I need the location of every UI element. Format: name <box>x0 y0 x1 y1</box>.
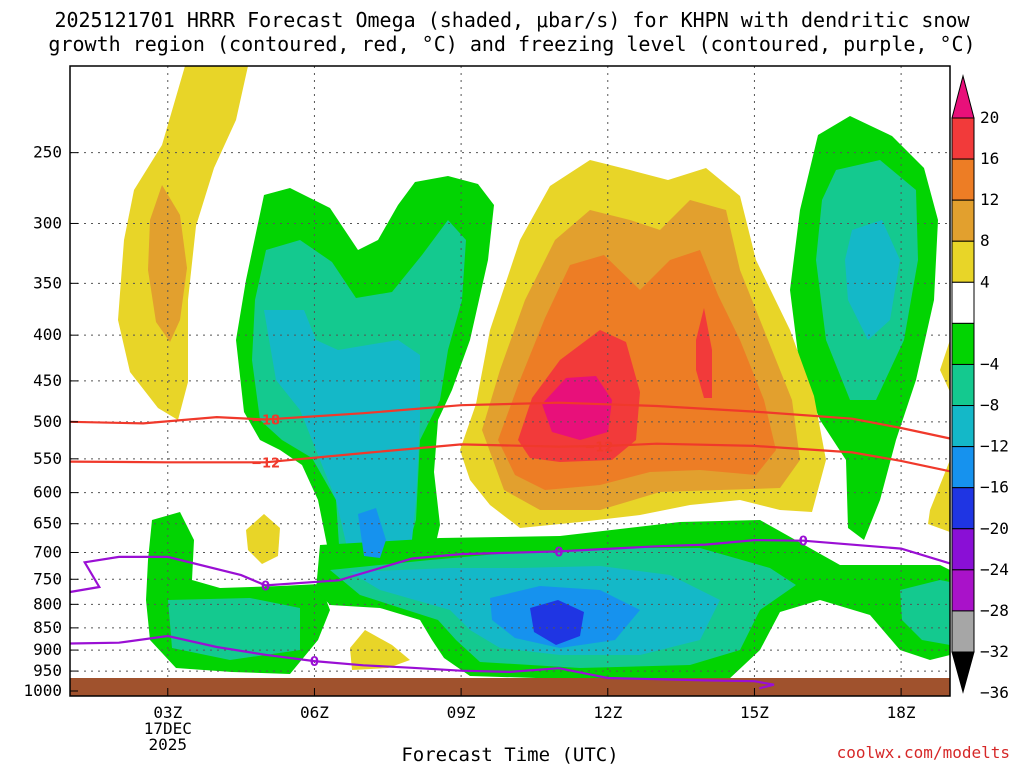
colorbar-label: 16 <box>980 149 999 168</box>
x-tick-label: 17DEC <box>144 719 192 738</box>
colorbar-bin <box>951 240 975 283</box>
contour-line <box>69 442 951 473</box>
ground-surface-bar <box>70 678 950 696</box>
omega-region-teal-lower-right <box>900 580 950 645</box>
omega-region-yellow-blob-right-upper <box>940 340 950 392</box>
y-tick-label: 600 <box>33 483 62 502</box>
colorbar-bin <box>951 117 975 160</box>
contour-line <box>69 538 951 594</box>
y-tick-label: 900 <box>33 640 62 659</box>
site-credit: coolwx.com/modelts <box>836 743 1010 762</box>
y-tick-label: 1000 <box>23 681 62 700</box>
contour-label: 0 <box>261 579 270 594</box>
omega-colorbar: 20 16 12 8 4 −4 −8 −12 −16 −20 −24 −28 −32 −36 <box>951 74 1009 702</box>
colorbar-arrow-bottom <box>951 651 975 694</box>
x-tick-label: 06Z <box>300 703 329 722</box>
contour-line <box>69 401 951 440</box>
x-tick-label: 09Z <box>447 703 476 722</box>
chart-title-line-1: 2025121701 HRRR Forecast Omega (shaded, … <box>54 8 970 32</box>
omega-region-blue-small-left <box>358 508 386 558</box>
temperature-contours: −18 −12 −12 0 0 0 0 <box>69 401 951 690</box>
contour-label: −12 <box>251 456 280 471</box>
colorbar-label: −20 <box>980 519 1009 538</box>
colorbar-label: −8 <box>980 396 999 415</box>
contour-label: 0 <box>554 545 563 560</box>
colorbar-bin <box>951 158 975 201</box>
colorbar-arrow-top <box>951 74 975 119</box>
omega-region-red-right-streak <box>696 308 712 398</box>
shaded-omega-field <box>118 66 950 680</box>
y-tick-label: 700 <box>33 542 62 561</box>
y-tick-label: 450 <box>33 371 62 390</box>
colorbar-bin <box>951 446 975 489</box>
y-tick-label: 950 <box>33 661 62 680</box>
x-tick-label: 2025 <box>149 735 188 754</box>
colorbar-label: 12 <box>980 190 999 209</box>
colorbar-bin <box>951 528 975 571</box>
y-tick-label: 550 <box>33 449 62 468</box>
colorbar-label: −12 <box>980 437 1009 456</box>
colorbar-label: −16 <box>980 478 1009 497</box>
y-axis-ticks: 250 300 350 400 450 500 550 600 650 700 750 800 850 9… <box>23 143 78 700</box>
omega-region-yellow-blob-a <box>246 514 280 564</box>
colorbar-label: 4 <box>980 272 990 291</box>
omega-region-yellow-blob-b <box>350 630 410 670</box>
chart-title-line-2: growth region (contoured, red, °C) and f… <box>48 32 976 56</box>
omega-region-cyan-mid-left <box>264 310 420 560</box>
colorbar-bin <box>951 363 975 407</box>
omega-region-deepblue-lower <box>530 600 584 645</box>
y-tick-label: 400 <box>33 325 62 344</box>
colorbar-label: −28 <box>980 601 1009 620</box>
colorbar-bin <box>951 405 975 448</box>
x-tick-label: 15Z <box>740 703 769 722</box>
contour-label: 0 <box>799 535 808 550</box>
contour-label: −12 <box>584 441 613 456</box>
colorbar-bin <box>951 610 975 653</box>
x-tick-label: 03Z <box>153 703 182 722</box>
contour-label: 0 <box>310 655 319 670</box>
colorbar-bin <box>951 322 975 365</box>
colorbar-label: 8 <box>980 231 990 250</box>
colorbar-label: 20 <box>980 108 999 127</box>
colorbar-bin <box>951 199 975 242</box>
x-tick-label: 12Z <box>593 703 622 722</box>
contour-label: −18 <box>251 413 280 428</box>
omega-region-magenta-center <box>542 376 612 440</box>
y-tick-label: 800 <box>33 594 62 613</box>
y-tick-label: 500 <box>33 412 62 431</box>
x-axis-label: Forecast Time (UTC) <box>401 744 619 766</box>
contour-line <box>69 634 775 690</box>
colorbar-label: −32 <box>980 642 1009 661</box>
y-tick-label: 250 <box>33 143 62 162</box>
x-tick-label: 18Z <box>887 703 916 722</box>
grid-lines <box>70 66 950 696</box>
colorbar-bin <box>951 487 975 530</box>
omega-region-yellow-blob-right <box>928 460 950 532</box>
y-tick-label: 750 <box>33 569 62 588</box>
y-tick-label: 350 <box>33 273 62 292</box>
omega-region-cyan-right <box>845 220 900 340</box>
colorbar-label: −24 <box>980 560 1009 579</box>
colorbar-bin <box>951 569 975 612</box>
colorbar-label: −36 <box>980 683 1009 702</box>
colorbar-bin <box>951 281 975 324</box>
y-tick-label: 650 <box>33 514 62 533</box>
y-tick-label: 300 <box>33 213 62 232</box>
y-tick-label: 850 <box>33 618 62 637</box>
colorbar-label: −4 <box>980 354 999 373</box>
